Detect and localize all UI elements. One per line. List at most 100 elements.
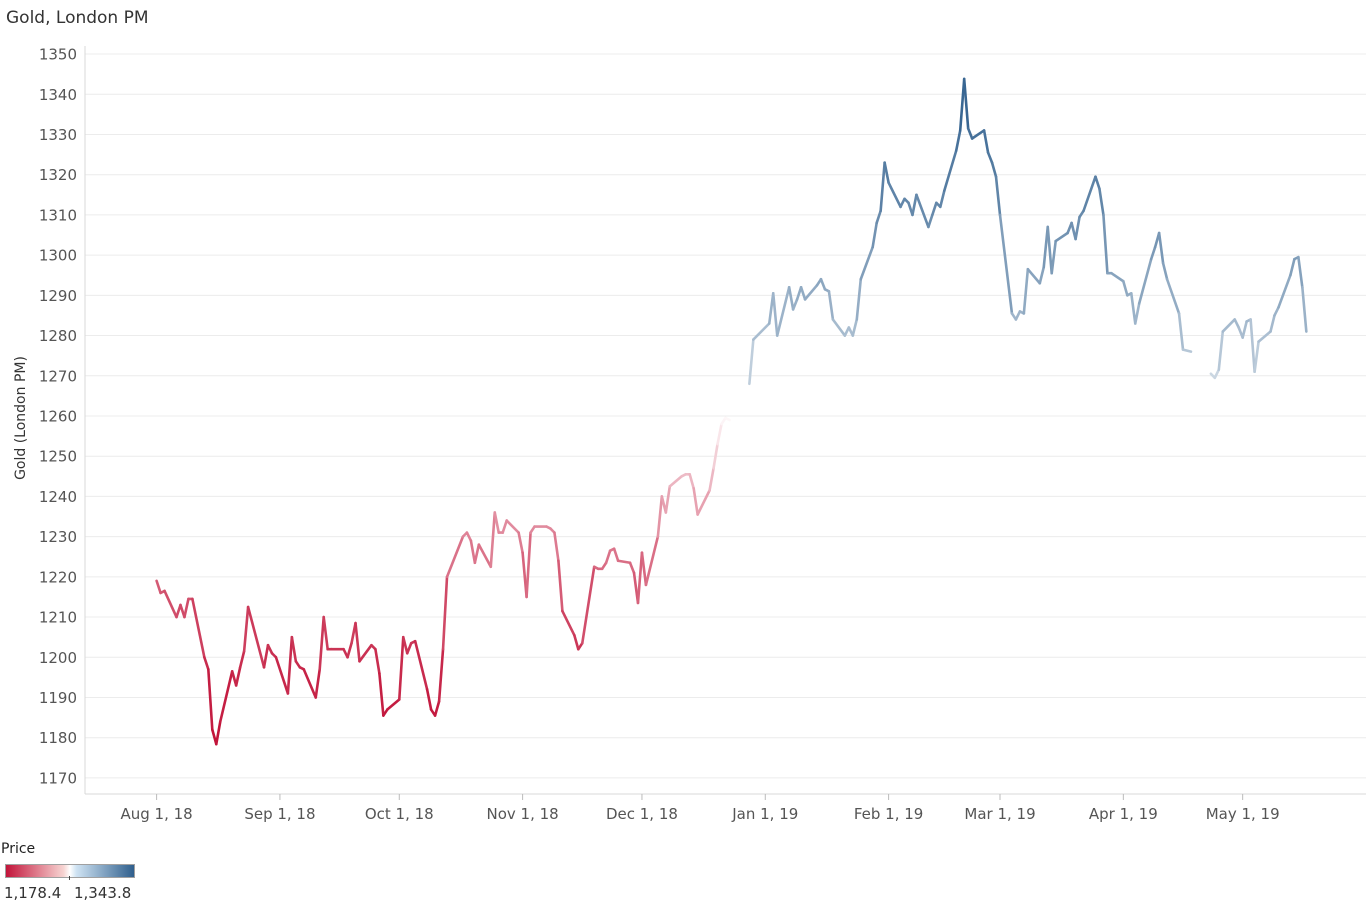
x-tick-label: Oct 1, 18 — [365, 805, 434, 823]
line-segment — [561, 609, 576, 637]
line-segment — [939, 189, 946, 209]
line-segment — [401, 635, 409, 655]
line-segment — [656, 495, 664, 538]
line-segment — [1165, 277, 1181, 315]
line-segment — [859, 245, 874, 281]
line-segment — [696, 489, 711, 516]
line-segment — [871, 221, 878, 249]
line-segment — [378, 672, 385, 717]
x-tick-label: Feb 1, 19 — [854, 805, 924, 823]
line-segment — [1277, 273, 1292, 309]
line-segment — [1074, 215, 1081, 241]
line-segment — [883, 161, 890, 185]
line-segment — [314, 668, 322, 699]
line-segment — [875, 209, 882, 225]
x-tick-label: Mar 1, 19 — [964, 805, 1035, 823]
line-segment — [322, 615, 329, 651]
line-segment — [927, 213, 934, 229]
line-segment — [505, 519, 520, 534]
line-segment — [644, 535, 660, 587]
line-segment — [1217, 330, 1225, 372]
line-segment — [962, 77, 970, 130]
line-segment — [386, 698, 401, 711]
line-segment — [879, 161, 886, 213]
line-segment — [664, 485, 672, 514]
line-segment — [1149, 245, 1157, 261]
line-segment — [640, 551, 648, 587]
line-segment — [986, 151, 994, 164]
line-segment — [493, 511, 501, 534]
line-segment — [1129, 292, 1137, 325]
line-segment — [437, 647, 445, 703]
line-segment — [998, 213, 1014, 315]
line-segment — [724, 416, 731, 422]
x-axis-ticks: Aug 1, 18 Sep 1, 18 Oct 1, 18 Nov 1, 18 Dec … — [120, 794, 1280, 823]
line-segment — [191, 597, 206, 659]
line-segment — [799, 285, 807, 301]
y-tick-label: 1220 — [39, 568, 77, 586]
line-segment — [1269, 314, 1276, 333]
line-segment — [1241, 320, 1248, 339]
line-segment — [775, 285, 791, 337]
line-segment — [1098, 187, 1105, 217]
line-segment — [580, 565, 596, 645]
line-segment — [791, 298, 799, 311]
line-segment — [207, 668, 214, 731]
line-segment — [831, 318, 847, 337]
y-tick-label: 1210 — [39, 609, 77, 627]
line-segment — [827, 290, 835, 321]
line-segment — [943, 149, 958, 193]
line-segment — [246, 605, 266, 669]
line-segment — [931, 201, 938, 217]
line-segment — [1137, 257, 1153, 305]
line-segment — [413, 639, 429, 691]
line-segment — [612, 547, 620, 563]
line-segment — [318, 615, 325, 671]
y-tick-label: 1180 — [39, 729, 77, 747]
line-segment — [477, 543, 493, 569]
line-segment — [433, 700, 441, 717]
line-segment — [748, 338, 755, 386]
line-segment — [982, 129, 990, 154]
line-segment — [1161, 261, 1169, 281]
line-segment — [970, 129, 986, 140]
line-segment — [1301, 285, 1308, 333]
line-segment — [1289, 257, 1296, 277]
legend-max-label: 1,343.8 — [74, 884, 132, 902]
x-tick-label: Nov 1, 18 — [486, 805, 558, 823]
line-segment — [887, 181, 902, 209]
line-segment — [489, 511, 497, 569]
line-segment — [1213, 368, 1221, 380]
line-segment — [286, 635, 294, 695]
line-segment — [787, 285, 795, 311]
legend-title: Price — [1, 841, 36, 857]
x-tick-label: Apr 1, 19 — [1089, 805, 1158, 823]
line-segment — [771, 292, 779, 337]
line-segment — [1133, 302, 1141, 325]
line-segment — [688, 472, 695, 490]
legend-midpoint-tick — [69, 876, 70, 880]
line-segment — [911, 193, 918, 217]
line-segment — [1257, 330, 1272, 343]
y-tick-label: 1300 — [39, 247, 77, 265]
axes — [84, 46, 1366, 795]
y-tick-label: 1200 — [39, 649, 77, 667]
line-segment — [163, 589, 178, 619]
line-segment — [354, 621, 361, 663]
line-segment — [465, 531, 473, 542]
line-segment — [1038, 265, 1046, 285]
line-segment — [266, 643, 274, 655]
y-tick-label: 1340 — [39, 86, 77, 104]
line-segment — [958, 77, 966, 132]
y-tick-label: 1230 — [39, 528, 77, 546]
line-segment — [1233, 318, 1240, 329]
line-segment — [441, 575, 449, 651]
y-tick-label: 1280 — [39, 327, 77, 345]
line-segment — [517, 531, 524, 555]
y-tick-label: 1190 — [39, 689, 77, 707]
x-tick-label: Dec 1, 18 — [606, 805, 678, 823]
y-tick-label: 1240 — [39, 488, 77, 506]
line-segment — [1054, 231, 1069, 243]
line-segment — [851, 318, 859, 337]
